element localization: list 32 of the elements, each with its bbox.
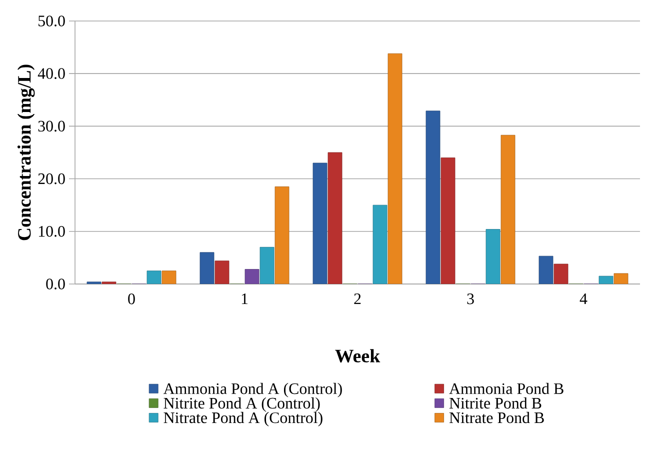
bar — [328, 152, 342, 284]
x-tick-label: 3 — [467, 294, 474, 304]
x-axis-title: Week — [335, 349, 380, 363]
bar — [388, 53, 402, 284]
bar — [538, 256, 554, 284]
legend-label: Nitrate Pond B — [449, 412, 544, 424]
bar — [440, 158, 456, 284]
bar — [500, 134, 516, 284]
y-tick-label: 20.0 — [38, 173, 65, 184]
bar — [214, 260, 230, 284]
bar — [426, 110, 440, 284]
bar — [372, 204, 388, 284]
bar — [274, 186, 290, 284]
x-tick-label: 4 — [580, 294, 588, 304]
y-tick-label: 10.0 — [39, 226, 65, 237]
y-tick-label: 0.0 — [46, 278, 65, 290]
bar — [200, 252, 214, 284]
bar — [312, 162, 328, 284]
x-tick-label: 1 — [242, 294, 248, 304]
y-tick-label: 40.0 — [38, 68, 65, 79]
legend-label: Ammonia Pond B — [449, 382, 564, 394]
y-tick-label: 50.0 — [38, 16, 65, 26]
legend-label: Nitrite Pond A (Control) — [164, 397, 320, 412]
bar — [486, 229, 500, 284]
y-axis-title: Concentration (mg/L) — [17, 64, 35, 240]
legend-label: Nitrite Pond B — [449, 397, 542, 409]
x-tick-label: 2 — [354, 294, 361, 304]
y-tick-label: 30.0 — [38, 120, 65, 132]
bar — [260, 246, 274, 284]
x-tick-label: 0 — [128, 294, 135, 304]
legend-label: Ammonia Pond A (Control) — [163, 382, 342, 398]
legend-label: Nitrate Pond A (Control) — [164, 412, 322, 426]
